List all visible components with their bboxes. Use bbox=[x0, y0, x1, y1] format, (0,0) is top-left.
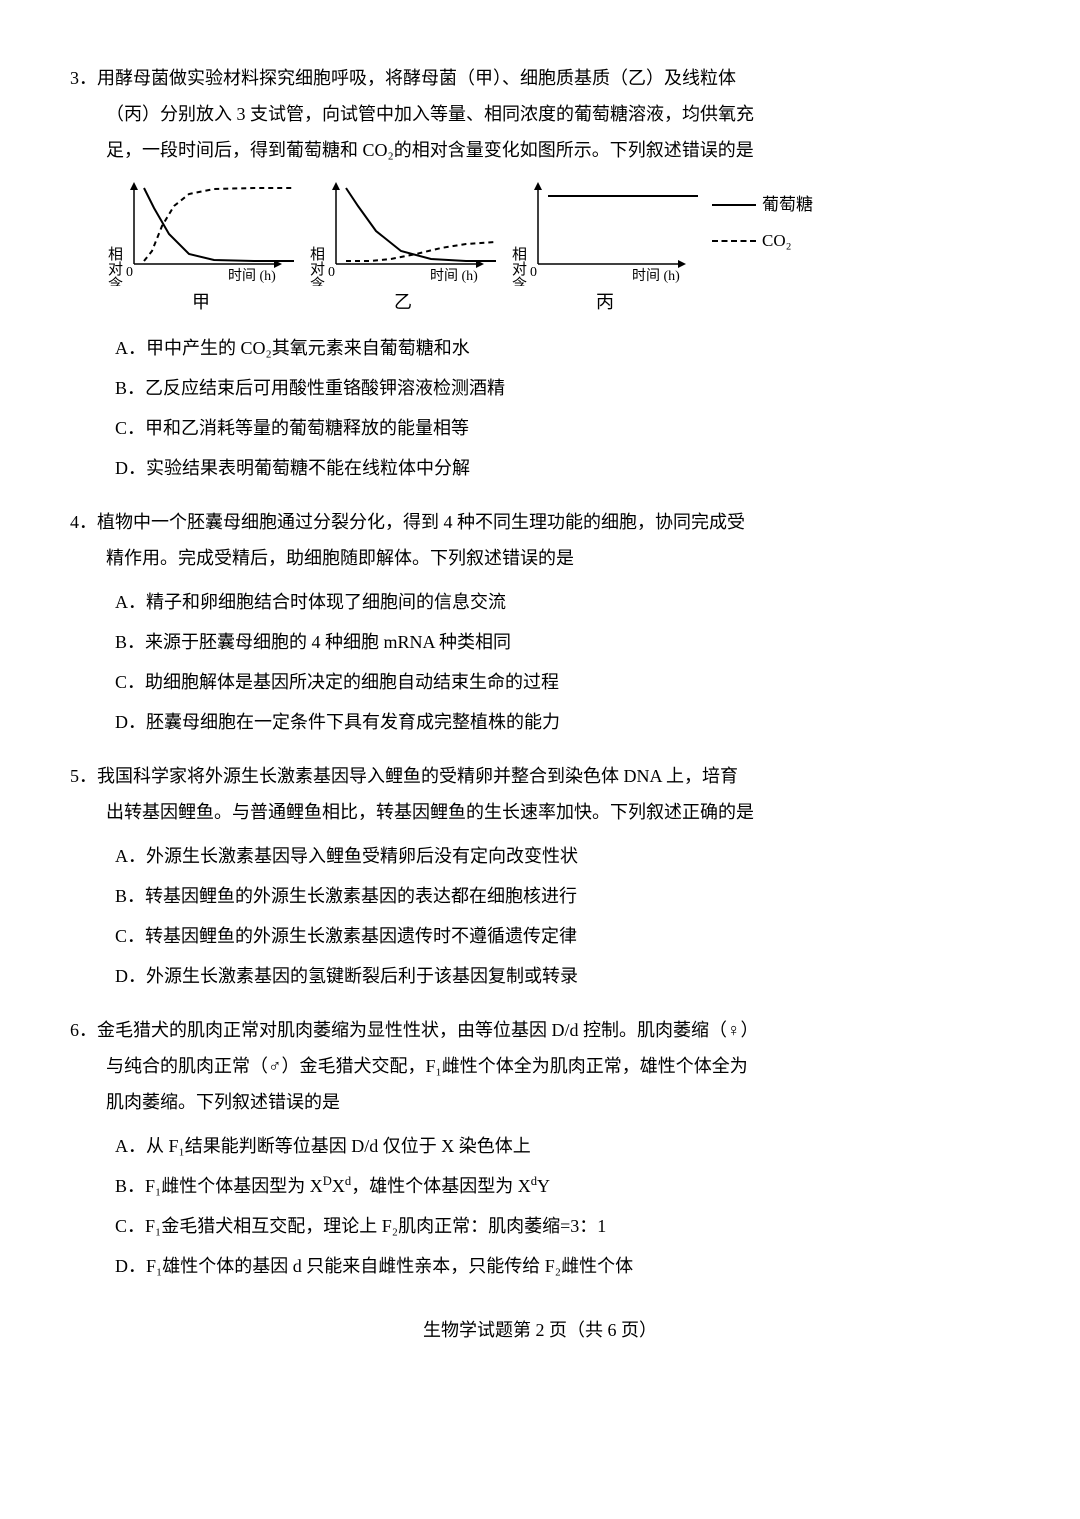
q6-option-a: A．从 F₁结果能判断等位基因 D/d 仅位于 X 染色体上 bbox=[115, 1128, 1010, 1164]
chart-jia-label: 甲 bbox=[192, 284, 210, 320]
question-3: 3．用酵母菌做实验材料探究细胞呼吸，将酵母菌（甲）、细胞质基质（乙）及线粒体 （… bbox=[70, 60, 1010, 486]
q4-stem-line1: 植物中一个胚囊母细胞通过分裂分化，得到 4 种不同生理功能的细胞，协同完成受 bbox=[97, 512, 745, 532]
q5-stem-line1: 我国科学家将外源生长激素基因导入鲤鱼的受精卵并整合到染色体 DNA 上，培育 bbox=[97, 766, 738, 786]
chart-yi-svg: 相对含量 0 时间 (h) bbox=[308, 176, 498, 286]
q6-stem-line1: 金毛猎犬的肌肉正常对肌肉萎缩为显性性状，由等位基因 D/d 控制。肌肉萎缩（♀） bbox=[97, 1020, 759, 1040]
q4-option-b: B．来源于胚囊母细胞的 4 种细胞 mRNA 种类相同 bbox=[115, 624, 1010, 660]
svg-text:0: 0 bbox=[530, 265, 537, 280]
chart-jia-svg: 相对含量 0 时间 (h) bbox=[106, 176, 296, 286]
question-4: 4．植物中一个胚囊母细胞通过分裂分化，得到 4 种不同生理功能的细胞，协同完成受… bbox=[70, 504, 1010, 740]
svg-text:0: 0 bbox=[126, 265, 133, 280]
q3-stem-line1: 用酵母菌做实验材料探究细胞呼吸，将酵母菌（甲）、细胞质基质（乙）及线粒体 bbox=[97, 68, 736, 88]
q3-number: 3． bbox=[70, 68, 97, 88]
q6-b-mid: ，雄性个体基因型为 X bbox=[351, 1176, 531, 1196]
q5-stem-line2: 出转基因鲤鱼。与普通鲤鱼相比，转基因鲤鱼的生长速率加快。下列叙述正确的是 bbox=[70, 794, 1010, 830]
q3-option-d: D．实验结果表明葡萄糖不能在线粒体中分解 bbox=[115, 450, 1010, 486]
chart-yi-label: 乙 bbox=[394, 284, 412, 320]
q4-option-c: C．助细胞解体是基因所决定的细胞自动结束生命的过程 bbox=[115, 664, 1010, 700]
q6-options: A．从 F₁结果能判断等位基因 D/d 仅位于 X 染色体上 B．F₁雌性个体基… bbox=[70, 1128, 1010, 1284]
legend-dashed-line bbox=[712, 240, 756, 242]
q5-option-d: D．外源生长激素基因的氢键断裂后利于该基因复制或转录 bbox=[115, 958, 1010, 994]
svg-text:相对含量: 相对含量 bbox=[106, 246, 123, 286]
question-6: 6．金毛猎犬的肌肉正常对肌肉萎缩为显性性状，由等位基因 D/d 控制。肌肉萎缩（… bbox=[70, 1012, 1010, 1284]
q4-stem: 4．植物中一个胚囊母细胞通过分裂分化，得到 4 种不同生理功能的细胞，协同完成受… bbox=[70, 504, 1010, 576]
q6-stem: 6．金毛猎犬的肌肉正常对肌肉萎缩为显性性状，由等位基因 D/d 控制。肌肉萎缩（… bbox=[70, 1012, 1010, 1120]
chart-yi: 相对含量 0 时间 (h) 乙 bbox=[308, 176, 498, 320]
svg-text:时间 (h): 时间 (h) bbox=[228, 268, 276, 284]
q5-option-c: C．转基因鲤鱼的外源生长激素基因遗传时不遵循遗传定律 bbox=[115, 918, 1010, 954]
q4-number: 4． bbox=[70, 512, 97, 532]
page-footer: 生物学试题第 2 页（共 6 页） bbox=[70, 1312, 1010, 1348]
chart-bing-label: 丙 bbox=[596, 284, 614, 320]
q6-b-end: Y bbox=[537, 1176, 550, 1196]
chart-bing-svg: 相对含量 0 时间 (h) bbox=[510, 176, 700, 286]
svg-text:相对含量: 相对含量 bbox=[308, 246, 325, 286]
q3-option-c: C．甲和乙消耗等量的葡萄糖释放的能量相等 bbox=[115, 410, 1010, 446]
chart-legend: 葡萄糖 CO₂ bbox=[712, 176, 813, 260]
legend-solid-label: 葡萄糖 bbox=[762, 188, 813, 222]
legend-solid-line bbox=[712, 204, 756, 206]
question-5: 5．我国科学家将外源生长激素基因导入鲤鱼的受精卵并整合到染色体 DNA 上，培育… bbox=[70, 758, 1010, 994]
legend-dashed-label: CO₂ bbox=[762, 224, 792, 258]
q5-options: A．外源生长激素基因导入鲤鱼受精卵后没有定向改变性状 B．转基因鲤鱼的外源生长激… bbox=[70, 838, 1010, 994]
q3-option-b: B．乙反应结束后可用酸性重铬酸钾溶液检测酒精 bbox=[115, 370, 1010, 406]
q3-charts-row: 相对含量 0 时间 (h) 甲 相对含量 bbox=[70, 176, 1010, 320]
q4-option-d: D．胚囊母细胞在一定条件下具有发育成完整植株的能力 bbox=[115, 704, 1010, 740]
q6-b-pre: B．F₁雌性个体基因型为 X bbox=[115, 1176, 323, 1196]
svg-text:时间 (h): 时间 (h) bbox=[430, 268, 478, 284]
q3-option-a: A．甲中产生的 CO₂其氧元素来自葡萄糖和水 bbox=[115, 330, 1010, 366]
q5-option-a: A．外源生长激素基因导入鲤鱼受精卵后没有定向改变性状 bbox=[115, 838, 1010, 874]
q5-number: 5． bbox=[70, 766, 97, 786]
q6-option-b: B．F₁雌性个体基因型为 XDXd，雄性个体基因型为 XdY bbox=[115, 1168, 1010, 1204]
q6-option-c: C．F₁金毛猎犬相互交配，理论上 F₂肌肉正常：肌肉萎缩=3：1 bbox=[115, 1208, 1010, 1244]
q6-option-d: D．F₁雄性个体的基因 d 只能来自雌性亲本，只能传给 F₂雌性个体 bbox=[115, 1248, 1010, 1284]
q6-stem-line2: 与纯合的肌肉正常（♂）金毛猎犬交配，F₁雌性个体全为肌肉正常，雄性个体全为 bbox=[70, 1048, 1010, 1084]
svg-text:时间 (h): 时间 (h) bbox=[632, 268, 680, 284]
q5-stem: 5．我国科学家将外源生长激素基因导入鲤鱼的受精卵并整合到染色体 DNA 上，培育… bbox=[70, 758, 1010, 830]
q4-option-a: A．精子和卵细胞结合时体现了细胞间的信息交流 bbox=[115, 584, 1010, 620]
q6-stem-line3: 肌肉萎缩。下列叙述错误的是 bbox=[70, 1084, 1010, 1120]
q4-stem-line2: 精作用。完成受精后，助细胞随即解体。下列叙述错误的是 bbox=[70, 540, 1010, 576]
q3-options: A．甲中产生的 CO₂其氧元素来自葡萄糖和水 B．乙反应结束后可用酸性重铬酸钾溶… bbox=[70, 330, 1010, 486]
q5-option-b: B．转基因鲤鱼的外源生长激素基因的表达都在细胞核进行 bbox=[115, 878, 1010, 914]
chart-jia: 相对含量 0 时间 (h) 甲 bbox=[106, 176, 296, 320]
q4-options: A．精子和卵细胞结合时体现了细胞间的信息交流 B．来源于胚囊母细胞的 4 种细胞… bbox=[70, 584, 1010, 740]
q3-stem-line2: （丙）分别放入 3 支试管，向试管中加入等量、相同浓度的葡萄糖溶液，均供氧充 bbox=[70, 96, 1010, 132]
chart-bing: 相对含量 0 时间 (h) 丙 bbox=[510, 176, 700, 320]
svg-text:0: 0 bbox=[328, 265, 335, 280]
q3-stem: 3．用酵母菌做实验材料探究细胞呼吸，将酵母菌（甲）、细胞质基质（乙）及线粒体 （… bbox=[70, 60, 1010, 168]
q6-number: 6． bbox=[70, 1020, 97, 1040]
q3-stem-line3: 足，一段时间后，得到葡萄糖和 CO₂的相对含量变化如图所示。下列叙述错误的是 bbox=[70, 132, 1010, 168]
svg-text:相对含量: 相对含量 bbox=[510, 246, 527, 286]
